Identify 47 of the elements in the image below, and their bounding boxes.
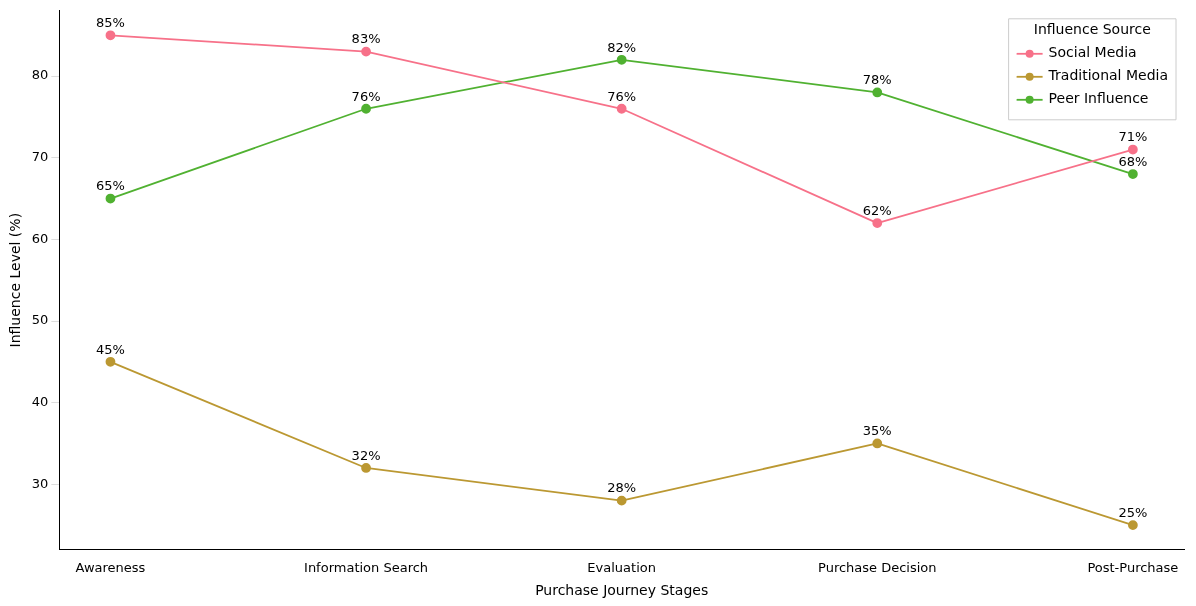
point — [872, 218, 883, 228]
legend-title: Influence Source — [1033, 21, 1151, 38]
x-tick-label: Awareness — [75, 559, 146, 575]
legend-label: Peer Influence — [1048, 90, 1149, 107]
data-label: 76% — [607, 88, 637, 104]
legend-label: Social Media — [1048, 44, 1137, 61]
point — [872, 87, 883, 98]
x-axis-title: Purchase Journey Stages — [535, 582, 709, 599]
data-label: 28% — [607, 480, 637, 496]
data-label: 78% — [862, 72, 892, 88]
data-label: 35% — [862, 423, 892, 439]
x-tick-label: Information Search — [304, 559, 429, 575]
y-tick-label: 80 — [31, 67, 49, 83]
y-tick-label: 60 — [31, 230, 49, 246]
data-label: 62% — [862, 202, 892, 218]
data-label: 76% — [351, 88, 381, 104]
point — [361, 103, 371, 114]
point — [1127, 520, 1138, 531]
point — [105, 30, 116, 41]
point — [361, 463, 371, 473]
x-tick-label: Post-Purchase — [1087, 559, 1179, 575]
data-label: 32% — [351, 447, 381, 463]
y-tick-label: 30 — [31, 475, 49, 491]
y-tick-label: 70 — [31, 149, 49, 165]
data-label: 85% — [96, 15, 125, 31]
data-label: 45% — [96, 341, 125, 357]
y-tick-label: 50 — [31, 312, 49, 328]
y-tick-label: 40 — [31, 394, 49, 410]
point — [616, 495, 627, 506]
point — [105, 193, 116, 204]
data-label: 82% — [607, 39, 637, 55]
point — [105, 356, 116, 367]
point — [1127, 169, 1138, 179]
point — [616, 103, 627, 114]
point — [1127, 144, 1138, 155]
data-label: 71% — [1118, 129, 1148, 145]
data-label: 83% — [351, 31, 381, 47]
legend-label: Traditional Media — [1047, 67, 1168, 84]
data-label: 68% — [1118, 153, 1148, 169]
point — [872, 438, 883, 449]
data-label: 25% — [1118, 504, 1148, 520]
x-tick-label: Purchase Decision — [818, 559, 937, 575]
x-tick-label: Evaluation — [587, 559, 656, 575]
point — [616, 54, 627, 65]
y-axis-title: Influence Level (%) — [7, 212, 24, 348]
point — [361, 46, 371, 57]
data-label: 65% — [96, 178, 125, 194]
